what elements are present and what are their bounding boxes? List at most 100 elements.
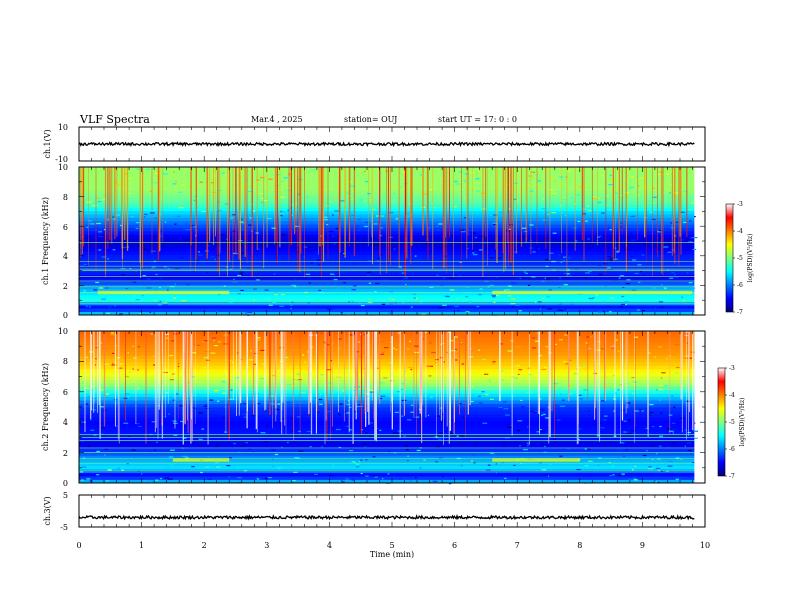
ch1-ytick-0: 0 <box>63 311 68 320</box>
spectrogram-speckle <box>605 376 608 378</box>
spectrogram-speckle <box>498 406 503 408</box>
spectrogram-speckle <box>331 235 335 237</box>
spectrogram-speckle <box>83 290 86 292</box>
spectrogram-speckle <box>130 279 133 281</box>
spectrogram-speckle <box>685 382 690 384</box>
spectrogram-speckle <box>626 431 629 433</box>
spectrogram-speckle <box>673 406 676 408</box>
spectrogram-row <box>79 337 695 342</box>
ch3-ytick-top: 5 <box>63 491 68 500</box>
spectrogram-speckle <box>376 215 379 217</box>
spectrogram-speckle <box>277 403 281 405</box>
spectrogram-speckle <box>543 413 546 415</box>
spectrogram-speckle <box>529 224 534 226</box>
spectrogram-speckle <box>394 411 399 413</box>
spectrogram-speckle <box>495 277 499 279</box>
spectrogram-speckle <box>280 196 285 198</box>
spectrogram-speckle <box>261 202 263 204</box>
spectrogram-speckle <box>686 442 692 444</box>
spectrogram-speckle <box>592 297 595 299</box>
spectrogram-speckle <box>377 259 379 262</box>
spectrogram-speckle <box>490 245 493 247</box>
ch3-waveform-plot <box>78 514 695 521</box>
spectrogram-speckle <box>364 199 366 201</box>
spectrogram-speckle <box>675 221 679 223</box>
spectrogram-speckle <box>531 337 536 339</box>
spectrogram-speckle <box>221 416 227 418</box>
spectrogram-speckle <box>259 378 264 380</box>
spectrogram-speckle <box>614 298 620 300</box>
spectrogram-speckle <box>278 185 279 187</box>
spectrogram-speckle <box>347 400 350 402</box>
spectrogram-speckle <box>571 228 577 230</box>
spectrogram-speckle <box>300 392 306 394</box>
spectrogram-speckle <box>449 340 454 342</box>
spectrogram-speckle <box>174 223 177 225</box>
spectrogram-speckle <box>373 475 379 477</box>
spectrogram-speckle <box>320 393 322 395</box>
spectrogram-speckle <box>298 430 301 432</box>
spectrogram-speckle <box>417 232 420 235</box>
spectrogram-speckle <box>656 481 660 483</box>
xtick-10: 10 <box>700 541 710 550</box>
spectrogram-speckle <box>306 196 308 198</box>
spectrogram-speckle <box>530 410 534 412</box>
spectrogram-speckle <box>263 200 268 202</box>
spectrogram-speckle <box>233 443 237 445</box>
spectrogram-speckle <box>614 203 618 205</box>
spectrogram-speckle <box>436 415 440 417</box>
spectrogram-speckle <box>649 404 654 406</box>
spectrogram-speckle <box>554 405 559 407</box>
spectrogram-speckle <box>326 224 329 226</box>
spectrogram-speckle <box>111 364 117 366</box>
spectrogram-speckle <box>638 409 643 411</box>
spectrogram-speckle <box>80 479 84 481</box>
spectrogram-speckle <box>493 301 496 303</box>
spectrogram-speckle <box>472 385 474 388</box>
spectrogram-row <box>79 438 695 442</box>
spectrogram-speckle <box>539 308 542 310</box>
spectrogram-speckle <box>293 471 298 473</box>
spectrogram-speckle <box>158 304 162 306</box>
spectrogram-speckle <box>548 475 550 477</box>
spectrogram-speckle <box>202 367 207 369</box>
spectrogram-speckle <box>532 251 536 253</box>
spectrogram-speckle <box>475 416 477 418</box>
spectrogram-speckle <box>365 459 368 461</box>
spectrogram-speckle <box>207 456 210 458</box>
spectrogram-row <box>79 382 695 387</box>
spectrogram-speckle <box>538 355 542 357</box>
spectrogram-speckle <box>281 399 286 401</box>
spectrogram-speckle <box>642 454 647 457</box>
spectrogram-speckle <box>210 352 216 354</box>
spectrogram-speckle <box>120 274 126 276</box>
spectrogram-speckle <box>268 298 270 300</box>
spectrogram-speckle <box>323 188 327 190</box>
spectrogram-speckle <box>320 374 324 376</box>
spectrogram-row <box>79 479 695 484</box>
spectrogram-speckle <box>217 201 220 203</box>
spectrogram-speckle <box>454 359 458 361</box>
spectrogram-speckle <box>114 305 116 307</box>
spectrogram-speckle <box>468 301 472 303</box>
spectrogram-speckle <box>99 433 105 435</box>
spectrogram-speckle <box>302 354 304 356</box>
spectrogram-speckle <box>567 181 569 183</box>
spectrogram-speckle <box>369 199 373 201</box>
spectrogram-speckle <box>560 405 566 407</box>
spectrogram-speckle <box>545 278 551 280</box>
spectrogram-speckle <box>687 431 691 434</box>
spectrogram-speckle <box>630 255 634 257</box>
spectrogram-speckle <box>558 304 562 306</box>
spectrogram-speckle <box>513 221 518 223</box>
date-label: Mar.4 , 2025 <box>251 115 303 124</box>
spectrogram-speckle <box>587 210 593 212</box>
spectrogram-speckle <box>253 363 256 365</box>
spectrogram-speckle <box>676 456 679 459</box>
spectrogram-speckle <box>97 201 101 203</box>
spectrogram-speckle <box>448 483 452 485</box>
spectrogram-speckle <box>405 297 408 299</box>
spectrogram-speckle <box>592 196 597 198</box>
spectrogram-speckle <box>455 200 457 202</box>
spectrogram-speckle <box>182 455 188 457</box>
